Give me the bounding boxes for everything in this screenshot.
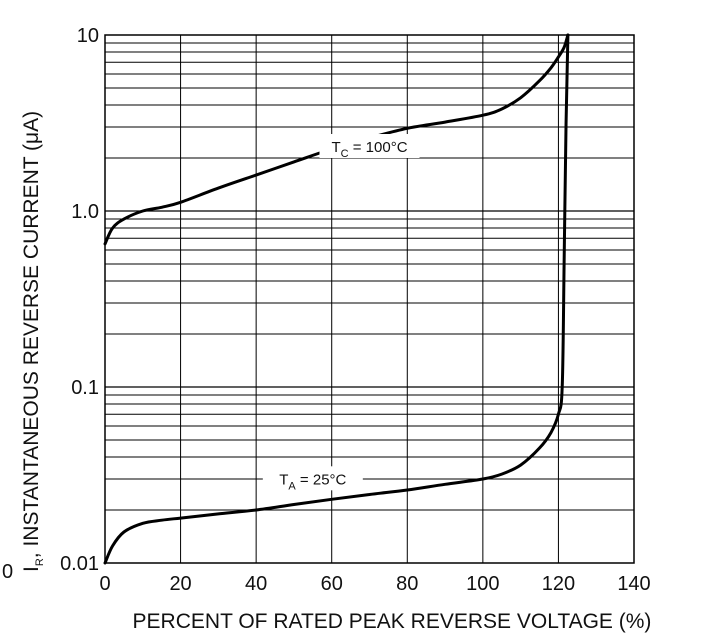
x-tick-label: 0 bbox=[99, 573, 110, 595]
y-tick-label: 0.01 bbox=[60, 553, 99, 575]
grid-lines bbox=[105, 35, 634, 563]
y-axis-label-symbol: I bbox=[20, 566, 43, 572]
x-tick-label: 80 bbox=[396, 573, 418, 595]
x-axis-label: PERCENT OF RATED PEAK REVERSE VOLTAGE (%… bbox=[133, 610, 652, 633]
y-tick-label: 0.1 bbox=[71, 377, 99, 399]
series-label-background bbox=[319, 134, 420, 159]
x-tick-label: 60 bbox=[321, 573, 343, 595]
series-label-background bbox=[262, 466, 363, 491]
x-tick-label: 100 bbox=[466, 573, 499, 595]
y-axis-label-text: , INSTANTANEOUS REVERSE CURRENT (μA) bbox=[20, 111, 43, 558]
y-axis-label-subscript: R bbox=[34, 558, 46, 566]
plot-border bbox=[104, 34, 635, 564]
plot-frame bbox=[104, 34, 635, 564]
x-tick-label: 120 bbox=[542, 573, 575, 595]
series-label-ta-25c: TA = 25°C bbox=[279, 471, 346, 492]
x-tick-labels: 0 20 40 60 80 100 120 140 bbox=[99, 573, 650, 595]
x-tick-label: 140 bbox=[617, 573, 650, 595]
x-tick-label: 40 bbox=[245, 573, 267, 595]
series-label-tc-100c: TC = 100°C bbox=[331, 139, 407, 160]
x-tick-label: 20 bbox=[169, 573, 191, 595]
y-tick-labels: 0.01 0.1 1.0 10 bbox=[60, 25, 99, 575]
series-labels: TC = 100°C TA = 25°C bbox=[262, 134, 420, 492]
y-tick-label: 10 bbox=[77, 25, 99, 47]
y-axis-label: IR, INSTANTANEOUS REVERSE CURRENT (μA) bbox=[20, 111, 46, 572]
y-tick-label: 1.0 bbox=[71, 201, 99, 223]
corner-zero-label: 0 bbox=[2, 561, 13, 583]
series-line-ta-25c bbox=[103, 33, 570, 565]
